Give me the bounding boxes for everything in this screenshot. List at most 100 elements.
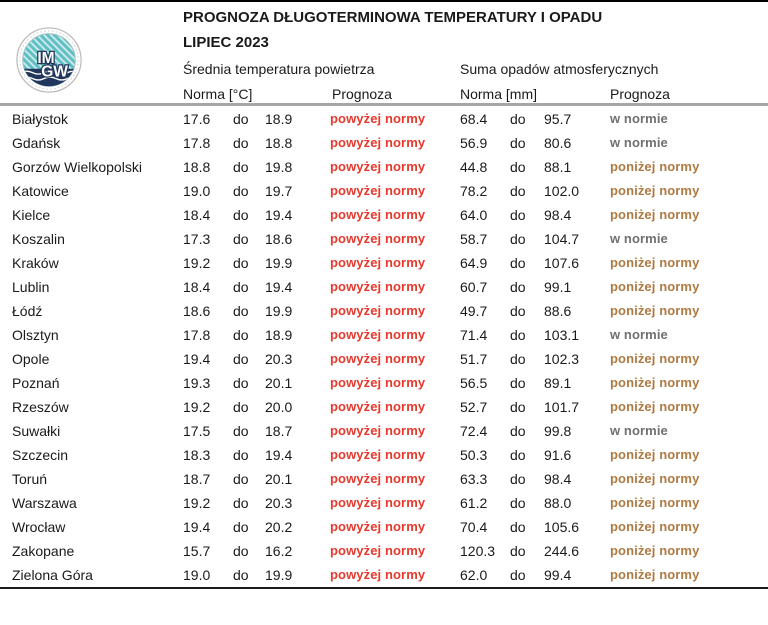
temp-forecast-cell: powyżej normy	[330, 279, 426, 294]
city-name-cell: Warszawa	[12, 495, 77, 511]
temp-forecast-cell: powyżej normy	[330, 231, 426, 246]
temp-range-separator: do	[233, 255, 249, 271]
temp-range-separator: do	[233, 279, 249, 295]
precip-forecast-cell: poniżej normy	[610, 543, 700, 558]
precip-forecast-cell: poniżej normy	[610, 567, 700, 582]
temp-range-separator: do	[233, 183, 249, 199]
precip-forecast-cell: w normie	[610, 231, 668, 246]
city-name-cell: Wrocław	[12, 519, 66, 535]
precip-norma-min-cell: 56.9	[460, 135, 488, 151]
temp-norma-max-cell: 18.9	[265, 111, 293, 127]
temp-norma-max-cell: 19.4	[265, 447, 293, 463]
precip-forecast-cell: poniżej normy	[610, 183, 700, 198]
precip-norma-min-cell: 62.0	[460, 567, 488, 583]
temp-range-separator: do	[233, 471, 249, 487]
precip-norma-max-cell: 89.1	[544, 375, 572, 391]
precip-range-separator: do	[510, 327, 526, 343]
precip-forecast-cell: poniżej normy	[610, 399, 700, 414]
temp-range-separator: do	[233, 543, 249, 559]
precip-norma-max-cell: 99.4	[544, 567, 572, 583]
temp-forecast-cell: powyżej normy	[330, 183, 426, 198]
precip-norma-min-cell: 61.2	[460, 495, 488, 511]
temp-norma-min-cell: 19.0	[183, 183, 211, 199]
temp-norma-min-cell: 17.3	[183, 231, 211, 247]
temp-forecast-cell: powyżej normy	[330, 255, 426, 270]
temp-range-separator: do	[233, 159, 249, 175]
precip-forecast-cell: w normie	[610, 135, 668, 150]
precip-norma-min-cell: 52.7	[460, 399, 488, 415]
temp-forecast-cell: powyżej normy	[330, 567, 426, 582]
temp-forecast-cell: powyżej normy	[330, 399, 426, 414]
temp-range-separator: do	[233, 207, 249, 223]
bottom-border-line	[0, 587, 768, 589]
precip-range-separator: do	[510, 519, 526, 535]
temp-range-separator: do	[233, 111, 249, 127]
precip-norma-max-cell: 99.1	[544, 279, 572, 295]
precip-forecast-cell: poniżej normy	[610, 375, 700, 390]
temp-range-separator: do	[233, 495, 249, 511]
temp-norma-max-cell: 20.3	[265, 351, 293, 367]
precip-norma-max-cell: 104.7	[544, 231, 580, 247]
temp-norma-min-cell: 19.3	[183, 375, 211, 391]
temp-norma-min-cell: 19.4	[183, 351, 211, 367]
precip-norma-min-cell: 64.0	[460, 207, 488, 223]
city-name-cell: Łódź	[12, 303, 43, 319]
table-row: Gdańsk 17.8 do 18.8 powyżej normy 56.9 d…	[0, 131, 768, 155]
city-name-cell: Lublin	[12, 279, 50, 295]
temp-norma-min-cell: 17.6	[183, 111, 211, 127]
temp-range-separator: do	[233, 327, 249, 343]
precip-forecast-cell: w normie	[610, 327, 668, 342]
temp-norma-min-cell: 17.8	[183, 135, 211, 151]
precip-norma-max-cell: 88.6	[544, 303, 572, 319]
precipitation-group-header: Suma opadów atmosferycznych	[460, 61, 659, 77]
temp-norma-max-cell: 20.1	[265, 375, 293, 391]
temp-forecast-cell: powyżej normy	[330, 471, 426, 486]
temp-norma-min-cell: 19.2	[183, 255, 211, 271]
temp-forecast-cell: powyżej normy	[330, 543, 426, 558]
table-row: Wrocław 19.4 do 20.2 powyżej normy 70.4 …	[0, 515, 768, 539]
precip-norma-max-cell: 102.3	[544, 351, 580, 367]
precip-forecast-cell: poniżej normy	[610, 207, 700, 222]
city-name-cell: Zakopane	[12, 543, 75, 559]
temp-range-separator: do	[233, 423, 249, 439]
precip-norma-max-cell: 88.0	[544, 495, 572, 511]
table-row: Olsztyn 17.8 do 18.9 powyżej normy 71.4 …	[0, 323, 768, 347]
city-name-cell: Białystok	[12, 111, 69, 127]
page-subtitle-month: LIPIEC 2023	[183, 34, 269, 51]
report-header: IM GW PROGNOZA DŁUGOTERMINOWA TEMPERATUR…	[0, 2, 768, 103]
temp-norma-min-cell: 19.4	[183, 519, 211, 535]
precip-range-separator: do	[510, 255, 526, 271]
precip-forecast-cell: poniżej normy	[610, 351, 700, 366]
precip-norma-min-cell: 68.4	[460, 111, 488, 127]
table-row: Łódź 18.6 do 19.9 powyżej normy 49.7 do …	[0, 299, 768, 323]
temp-range-separator: do	[233, 231, 249, 247]
temp-norma-max-cell: 16.2	[265, 543, 293, 559]
city-name-cell: Kielce	[12, 207, 51, 223]
table-row: Gorzów Wielkopolski 18.8 do 19.8 powyżej…	[0, 155, 768, 179]
city-name-cell: Zielona Góra	[12, 567, 93, 583]
precip-forecast-cell: poniżej normy	[610, 303, 700, 318]
table-row: Kraków 19.2 do 19.9 powyżej normy 64.9 d…	[0, 251, 768, 275]
temp-norma-min-cell: 18.7	[183, 471, 211, 487]
precip-range-separator: do	[510, 471, 526, 487]
precip-norma-min-cell: 78.2	[460, 183, 488, 199]
precip-range-separator: do	[510, 399, 526, 415]
city-name-cell: Gdańsk	[12, 135, 61, 151]
temp-range-separator: do	[233, 351, 249, 367]
temp-norma-max-cell: 19.4	[265, 207, 293, 223]
precip-norma-max-cell: 244.6	[544, 543, 580, 559]
temp-norma-max-cell: 19.8	[265, 159, 293, 175]
precip-norma-min-cell: 49.7	[460, 303, 488, 319]
precip-forecast-cell: poniżej normy	[610, 471, 700, 486]
precip-range-separator: do	[510, 111, 526, 127]
precip-norma-max-cell: 105.6	[544, 519, 580, 535]
temp-norma-max-cell: 18.7	[265, 423, 293, 439]
top-border-line	[0, 0, 768, 2]
temp-norma-column-header: Norma [°C]	[183, 86, 253, 102]
precip-range-separator: do	[510, 183, 526, 199]
precip-norma-max-cell: 80.6	[544, 135, 572, 151]
temp-norma-max-cell: 18.8	[265, 135, 293, 151]
precip-range-separator: do	[510, 303, 526, 319]
precip-range-separator: do	[510, 495, 526, 511]
table-row: Opole 19.4 do 20.3 powyżej normy 51.7 do…	[0, 347, 768, 371]
